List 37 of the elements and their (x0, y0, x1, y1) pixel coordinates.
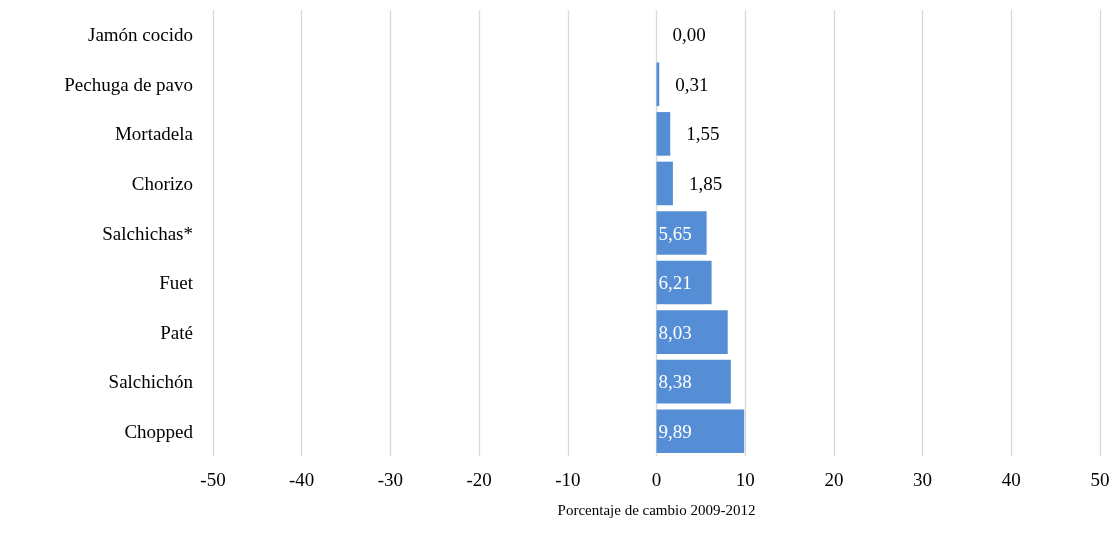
x-tick-label: -30 (377, 469, 404, 490)
x-tick-label: 50 (1090, 469, 1110, 490)
data-label: 1,55 (686, 123, 720, 145)
x-tick-label: -10 (555, 469, 581, 490)
x-tick-label: 10 (735, 469, 755, 490)
data-label: 0,00 (672, 24, 706, 46)
data-label: 0,31 (675, 73, 709, 95)
x-tick-label: -40 (289, 469, 315, 490)
x-tick-label: -50 (200, 469, 226, 490)
y-tick-label: Mortadela (114, 123, 194, 145)
data-label: 6,21 (658, 272, 692, 294)
y-tick-label: Chopped (124, 420, 194, 442)
y-tick-label: Salchichón (108, 371, 194, 393)
x-tick-label: 20 (824, 469, 844, 490)
bar (656, 409, 745, 454)
data-label: 1,85 (688, 172, 723, 194)
bar (656, 112, 671, 156)
y-tick-label: Chorizo (131, 172, 193, 194)
data-label: 8,38 (658, 371, 692, 393)
y-tick-label: Paté (160, 321, 193, 343)
data-label: 8,03 (658, 321, 692, 343)
bar (656, 310, 728, 354)
x-axis-title: Porcentaje de cambio 2009-2012 (557, 501, 756, 518)
x-tick-label: 40 (1001, 469, 1021, 490)
y-tick-label: Pechuga de pavo (64, 73, 193, 95)
data-label: 9,89 (658, 420, 692, 442)
bar (656, 359, 731, 404)
y-tick-label: Fuet (159, 272, 194, 294)
x-tick-label: 30 (913, 469, 933, 490)
y-tick-label: Jamón cocido (87, 24, 193, 46)
bar (656, 161, 673, 206)
data-label: 5,65 (658, 222, 692, 244)
y-tick-label: Salchichas* (102, 222, 193, 244)
x-tick-label: 0 (651, 469, 662, 490)
bar (656, 211, 707, 255)
x-tick-label: -20 (466, 469, 492, 490)
bar (656, 260, 712, 305)
